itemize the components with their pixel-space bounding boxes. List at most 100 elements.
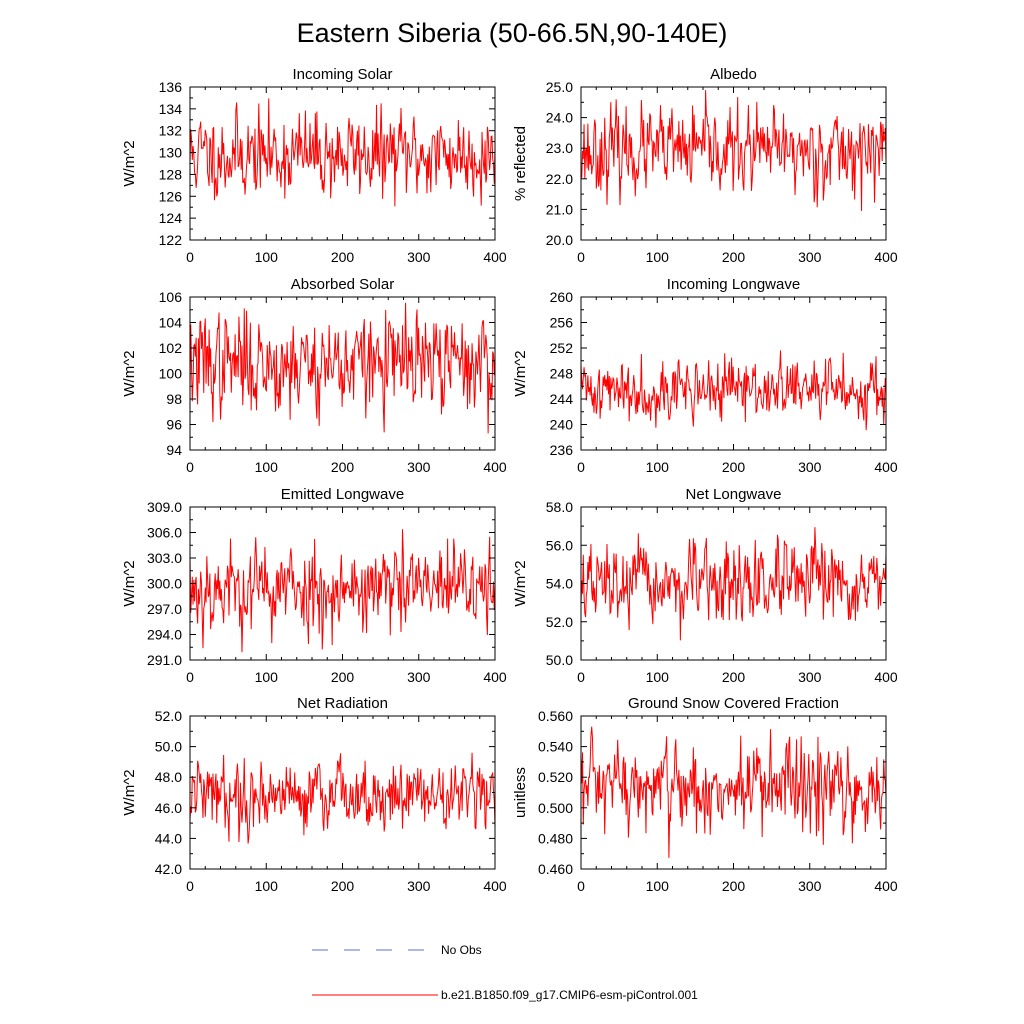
x-tick-label: 100 xyxy=(255,459,279,475)
panel-incoming-solar: Incoming Solar W/m^2 0 100 200 300 400 122 124 12… xyxy=(121,66,507,265)
x-tick-label: 200 xyxy=(331,878,355,894)
y-tick-label: 309.0 xyxy=(147,499,182,515)
x-tick-label: 300 xyxy=(407,459,431,475)
y-axis-label: % reflected xyxy=(512,126,529,201)
panel-net-longwave: Net Longwave W/m^2 0 100 200 300 400 50.0 52.0 54… xyxy=(512,486,898,685)
x-tick-label: 400 xyxy=(874,878,898,894)
y-tick-label: 124 xyxy=(159,210,183,226)
y-tick-label: 94 xyxy=(166,442,182,458)
x-tick-label: 200 xyxy=(331,249,355,265)
y-tick-label: 240 xyxy=(550,417,574,433)
series-line xyxy=(580,527,887,641)
y-tick-label: 0.520 xyxy=(538,769,573,785)
y-tick-label: 20.0 xyxy=(546,232,573,248)
panel-ground-snow-covered-fraction: Ground Snow Covered Fraction unitless 0 100… xyxy=(512,695,898,894)
y-tick-label: 0.540 xyxy=(538,739,573,755)
y-tick-label: 291.0 xyxy=(147,652,182,668)
y-tick-label: 0.460 xyxy=(538,861,573,877)
y-tick-label: 260 xyxy=(550,289,574,305)
y-tick-label: 306.0 xyxy=(147,525,182,541)
x-tick-label: 200 xyxy=(722,669,746,685)
y-tick-label: 100 xyxy=(159,366,183,382)
x-tick-label: 100 xyxy=(646,669,670,685)
y-tick-label: 236 xyxy=(550,442,574,458)
series-line xyxy=(580,726,887,858)
panel-title: Emitted Longwave xyxy=(281,486,404,503)
y-tick-label: 42.0 xyxy=(155,861,182,877)
y-tick-label: 0.500 xyxy=(538,800,573,816)
x-tick-label: 200 xyxy=(331,459,355,475)
panel-albedo: Albedo % reflected 0 100 200 300 400 20.0 21.0 22… xyxy=(512,66,898,265)
series-line xyxy=(580,90,887,211)
panel-title: Incoming Longwave xyxy=(667,276,800,293)
y-tick-label: 0.560 xyxy=(538,708,573,724)
x-tick-label: 100 xyxy=(646,878,670,894)
x-tick-label: 0 xyxy=(577,878,585,894)
x-tick-label: 0 xyxy=(186,878,194,894)
y-axis-label: W/m^2 xyxy=(512,560,529,606)
y-tick-label: 136 xyxy=(159,79,183,95)
x-tick-label: 200 xyxy=(722,459,746,475)
y-tick-label: 134 xyxy=(159,101,183,117)
y-tick-label: 102 xyxy=(159,340,183,356)
y-tick-label: 256 xyxy=(550,315,574,331)
x-tick-label: 0 xyxy=(186,459,194,475)
x-tick-label: 100 xyxy=(646,249,670,265)
y-axis-label: unitless xyxy=(512,767,529,818)
y-tick-label: 48.0 xyxy=(155,769,182,785)
panel-net-radiation: Net Radiation W/m^2 0 100 200 300 400 42.0 44.0 4… xyxy=(121,695,507,894)
y-tick-label: 23.0 xyxy=(546,140,573,156)
legend-obs-label: No Obs xyxy=(441,943,482,957)
y-tick-label: 297.0 xyxy=(147,601,182,617)
x-tick-label: 300 xyxy=(798,878,822,894)
panel-title: Net Radiation xyxy=(297,695,388,712)
x-tick-label: 100 xyxy=(255,669,279,685)
x-tick-label: 300 xyxy=(407,669,431,685)
x-tick-label: 300 xyxy=(798,249,822,265)
x-tick-label: 200 xyxy=(331,669,355,685)
y-tick-label: 24.0 xyxy=(546,110,573,126)
x-tick-label: 0 xyxy=(186,249,194,265)
y-tick-label: 52.0 xyxy=(155,708,182,724)
series-line xyxy=(580,350,887,431)
x-tick-label: 0 xyxy=(577,459,585,475)
y-axis-label: W/m^2 xyxy=(512,350,529,396)
y-tick-label: 303.0 xyxy=(147,550,182,566)
x-tick-label: 0 xyxy=(186,669,194,685)
y-tick-label: 248 xyxy=(550,366,574,382)
y-tick-label: 122 xyxy=(159,232,183,248)
y-tick-label: 244 xyxy=(550,391,574,407)
x-tick-label: 0 xyxy=(577,669,585,685)
x-tick-label: 300 xyxy=(798,459,822,475)
panel-title: Absorbed Solar xyxy=(291,276,394,293)
y-axis-label: W/m^2 xyxy=(121,350,138,396)
y-tick-label: 25.0 xyxy=(546,79,573,95)
series-line xyxy=(189,98,496,207)
series-line xyxy=(189,529,496,653)
panel-title: Net Longwave xyxy=(686,486,782,503)
series-line xyxy=(189,752,496,844)
x-tick-label: 0 xyxy=(577,249,585,265)
y-tick-label: 50.0 xyxy=(546,652,573,668)
panel-title: Ground Snow Covered Fraction xyxy=(628,695,839,712)
x-tick-label: 400 xyxy=(874,249,898,265)
x-tick-label: 100 xyxy=(255,249,279,265)
y-tick-label: 0.480 xyxy=(538,830,573,846)
y-tick-label: 126 xyxy=(159,188,183,204)
y-tick-label: 21.0 xyxy=(546,201,573,217)
panel-incoming-longwave: Incoming Longwave W/m^2 0 100 200 300 400 236 24… xyxy=(512,276,898,475)
y-axis-label: W/m^2 xyxy=(121,560,138,606)
x-tick-label: 400 xyxy=(874,459,898,475)
y-axis-label: W/m^2 xyxy=(121,140,138,186)
y-tick-label: 104 xyxy=(159,315,183,331)
x-tick-label: 400 xyxy=(483,669,507,685)
y-tick-label: 56.0 xyxy=(546,537,573,553)
y-tick-label: 106 xyxy=(159,289,183,305)
x-tick-label: 300 xyxy=(798,669,822,685)
x-tick-label: 200 xyxy=(722,878,746,894)
y-tick-label: 50.0 xyxy=(155,739,182,755)
x-tick-label: 200 xyxy=(722,249,746,265)
panel-title: Albedo xyxy=(710,66,757,83)
y-tick-label: 300.0 xyxy=(147,576,182,592)
y-tick-label: 58.0 xyxy=(546,499,573,515)
